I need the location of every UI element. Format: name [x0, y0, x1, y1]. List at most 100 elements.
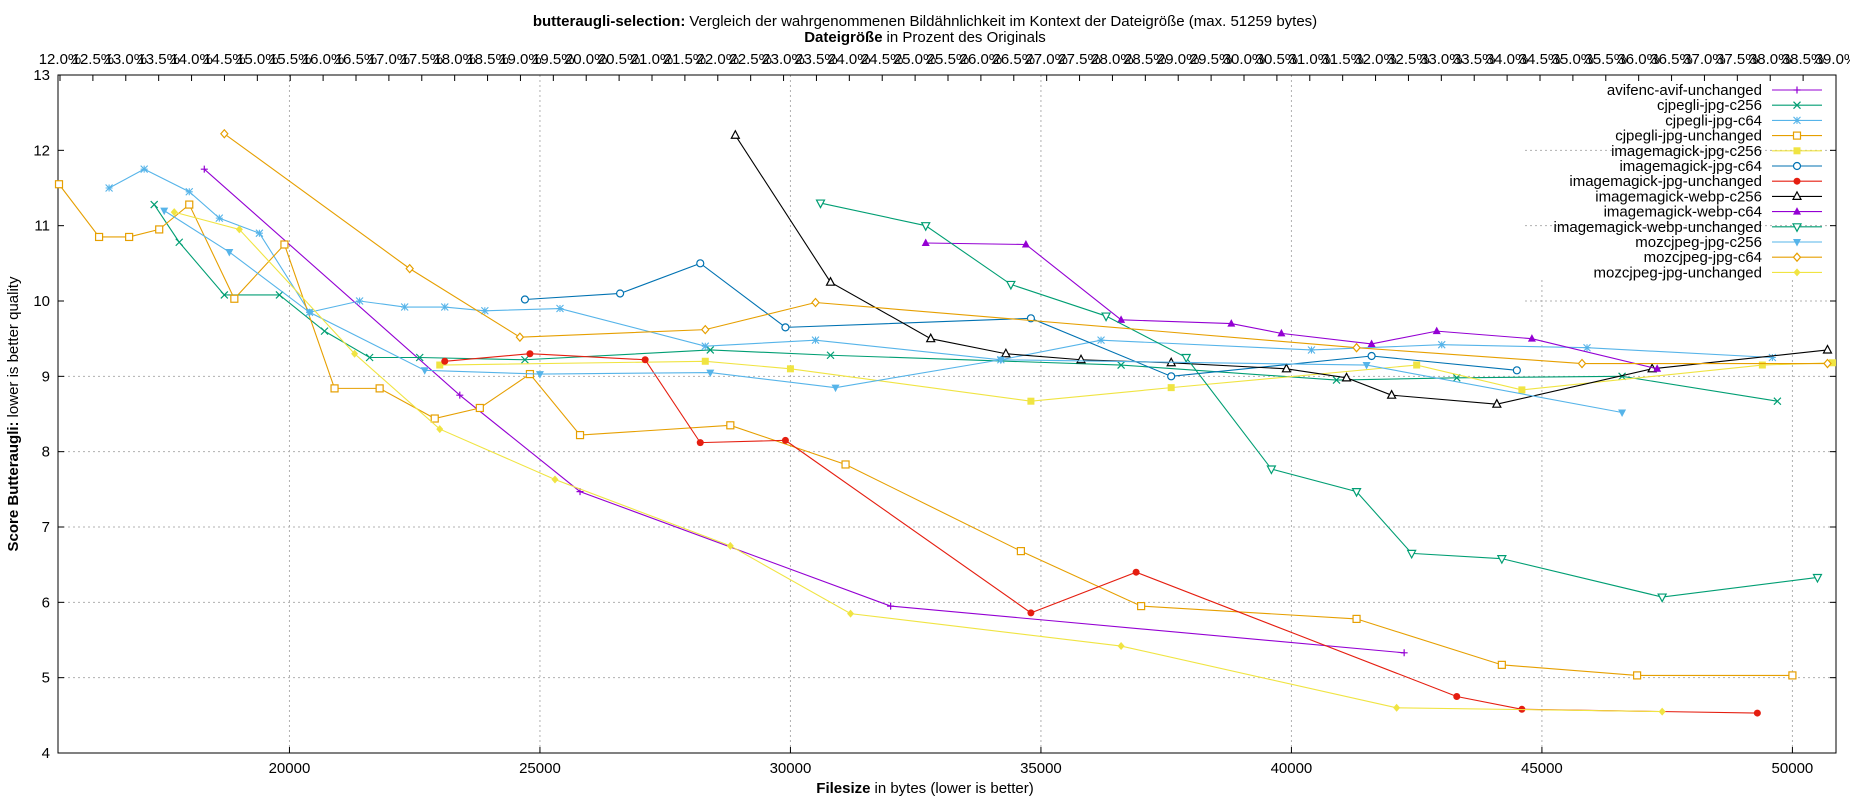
- data-point: [575, 430, 585, 440]
- legend-label: imagemagick-webp-c256: [1595, 188, 1762, 205]
- x2-tick-label: 16.0%: [302, 51, 345, 68]
- data-point: [456, 391, 464, 399]
- x2-tick-label: 32.0%: [1354, 51, 1397, 68]
- x2-tick-label: 30.5%: [1256, 51, 1299, 68]
- legend-item: avifenc-avif-unchanged: [1607, 82, 1822, 99]
- x2-tick-label: 37.0%: [1683, 51, 1726, 68]
- x2-tick-label: 28.5%: [1124, 51, 1167, 68]
- legend-item: imagemagick-jpg-unchanged: [1569, 173, 1822, 190]
- data-point: [1362, 362, 1371, 370]
- data-point: [826, 351, 835, 360]
- y-tick-label: 10: [33, 293, 50, 310]
- x-tick-label: 35000: [1020, 760, 1062, 777]
- data-point: [1332, 376, 1341, 385]
- x2-tick-label: 16.5%: [335, 51, 378, 68]
- legend-item: imagemagick-jpg-c256: [1611, 143, 1822, 160]
- data-point: [1352, 614, 1361, 624]
- data-point: [701, 357, 709, 365]
- legend-label: mozcjpeg-jpg-c256: [1635, 234, 1762, 251]
- data-point: [1167, 384, 1175, 392]
- legend-item: imagemagick-webp-c256: [1595, 188, 1822, 205]
- x2-tick-label: 26.0%: [960, 51, 1003, 68]
- data-point: [786, 365, 794, 373]
- data-point: [436, 361, 444, 369]
- series-mozcjpeg-jpg-c256: [160, 207, 1627, 417]
- x2-tick-label: 39.0%: [1815, 51, 1850, 68]
- data-point: [1792, 161, 1802, 171]
- x-tick-label: 45000: [1521, 760, 1563, 777]
- x2-tick-label: 29.5%: [1190, 51, 1233, 68]
- legend-label: imagemagick-webp-c64: [1604, 204, 1762, 221]
- data-point: [556, 304, 564, 313]
- x2-tick-label: 32.5%: [1387, 51, 1430, 68]
- data-point: [230, 294, 239, 303]
- x2-tick-label: 34.5%: [1519, 51, 1562, 68]
- data-point: [526, 350, 534, 358]
- data-point: [1753, 709, 1761, 717]
- data-point: [1583, 343, 1591, 352]
- data-point: [1117, 315, 1126, 323]
- data-point: [1101, 312, 1112, 322]
- x2-tick-label: 18.0%: [433, 51, 476, 68]
- x2-tick-label: 27.5%: [1058, 51, 1101, 68]
- data-point: [920, 222, 931, 232]
- data-point: [887, 602, 895, 610]
- data-point: [441, 357, 449, 365]
- series-imagemagick-webp-c64: [921, 238, 1662, 372]
- legend-item: cjpegli-jpg-unchanged: [1615, 128, 1822, 145]
- series-imagemagick-webp-unchanged: [815, 199, 1823, 603]
- data-point: [355, 297, 364, 305]
- data-point: [1132, 568, 1140, 576]
- data-point: [94, 232, 104, 242]
- series-line: [58, 183, 1793, 676]
- series-imagemagick-jpg-unchanged: [441, 350, 1761, 717]
- data-point: [475, 403, 484, 413]
- data-point: [1793, 116, 1801, 125]
- data-point: [275, 291, 284, 299]
- series-line: [439, 360, 1833, 402]
- legend-label: avifenc-avif-unchanged: [1607, 82, 1762, 99]
- data-point: [1618, 372, 1627, 381]
- x2-tick-label: 14.5%: [203, 51, 246, 68]
- x2-tick-label: 25.5%: [927, 51, 970, 68]
- legend-label: cjpegli-jpg-unchanged: [1615, 128, 1762, 145]
- legend-label: imagemagick-jpg-c256: [1611, 143, 1762, 160]
- data-point: [1097, 336, 1105, 345]
- series-imagemagick-webp-c256: [730, 129, 1833, 408]
- series-line: [734, 134, 1828, 405]
- legend-label: mozcjpeg-jpg-unchanged: [1594, 264, 1762, 281]
- data-point: [831, 384, 840, 393]
- data-point: [921, 238, 930, 246]
- data-point: [430, 414, 439, 423]
- x2-tick-label: 13.0%: [105, 51, 148, 68]
- series-cjpegli-jpg-unchanged: [54, 180, 1797, 680]
- data-point: [825, 276, 836, 286]
- data-point: [365, 353, 374, 362]
- x2-tick-label: 19.5%: [532, 51, 575, 68]
- data-point: [185, 200, 194, 209]
- data-point: [1653, 364, 1662, 372]
- data-point: [1527, 334, 1536, 342]
- data-point: [811, 336, 820, 345]
- data-point: [420, 367, 429, 375]
- data-point: [700, 324, 710, 335]
- data-point: [235, 225, 243, 234]
- data-point: [1021, 240, 1030, 248]
- grid: [58, 75, 1836, 753]
- legend-item: mozcjpeg-jpg-c256: [1635, 234, 1822, 251]
- data-point: [1027, 609, 1035, 617]
- data-point: [1658, 707, 1666, 716]
- data-point: [1512, 366, 1521, 375]
- x-tick-label: 50000: [1772, 760, 1814, 777]
- data-point: [320, 327, 329, 336]
- x2-tick-label: 20.5%: [598, 51, 641, 68]
- x2-tick-label: 31.0%: [1289, 51, 1332, 68]
- data-point: [440, 303, 449, 311]
- data-point: [616, 289, 625, 298]
- data-point: [1518, 386, 1526, 394]
- data-point: [1793, 239, 1801, 247]
- data-point: [1793, 147, 1801, 155]
- data-point: [1281, 363, 1292, 373]
- x2-tick-label: 33.5%: [1453, 51, 1496, 68]
- series-line: [444, 353, 1758, 714]
